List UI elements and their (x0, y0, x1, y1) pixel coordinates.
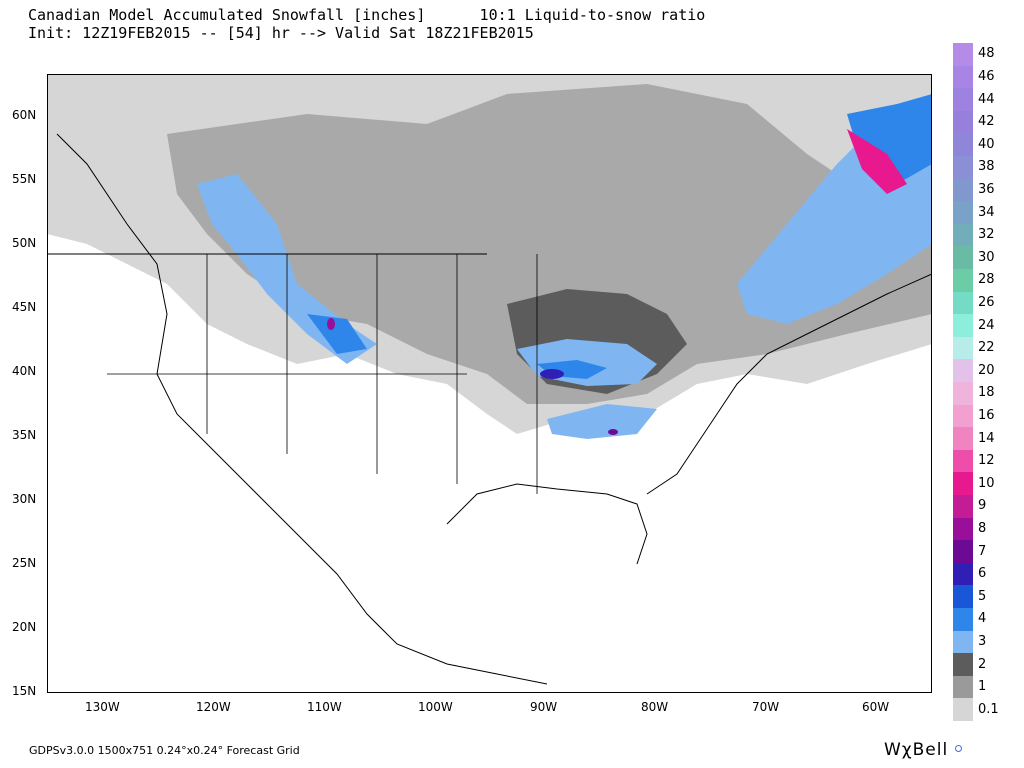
legend-label: 36 (978, 181, 995, 197)
legend-swatch (953, 608, 973, 632)
legend-swatch (953, 540, 973, 564)
legend-swatch (953, 630, 973, 654)
legend-swatch (953, 495, 973, 519)
legend-label: 48 (978, 46, 995, 62)
legend-label: 16 (978, 407, 995, 423)
snowfall-legend (953, 43, 973, 722)
legend-label: 10 (978, 475, 995, 491)
legend-label: 40 (978, 136, 995, 152)
grid-info: GDPSv3.0.0 1500x751 0.24°x0.24° Forecast… (29, 744, 300, 757)
map-valid-time: Init: 12Z19FEB2015 -- [54] hr --> Valid … (28, 24, 534, 42)
legend-swatch (953, 404, 973, 428)
legend-label: 9 (978, 498, 987, 514)
legend-label: 8 (978, 520, 987, 536)
map-title: Canadian Model Accumulated Snowfall [inc… (28, 6, 706, 24)
snow-7in-southeast-core (608, 429, 618, 435)
longitude-label: 90W (530, 700, 558, 714)
map-border (47, 74, 932, 693)
west-coastline (56, 133, 548, 685)
brand-logo: WχBell (884, 740, 949, 760)
legend-label: 22 (978, 340, 995, 356)
legend-swatch (953, 314, 973, 338)
legend-swatch (953, 223, 973, 247)
snow-10in-labrador-core (847, 129, 907, 194)
legend-swatch (953, 585, 973, 609)
snow-1in-region (167, 84, 932, 404)
legend-swatch (953, 336, 973, 360)
latitude-label: 40N (12, 364, 37, 378)
latitude-label: 50N (12, 236, 37, 250)
snow-6in-midwest-core (540, 369, 564, 379)
latitude-label: 35N (12, 428, 37, 442)
legend-swatch (953, 201, 973, 225)
longitude-label: 80W (641, 700, 669, 714)
longitude-label: 70W (752, 700, 780, 714)
legend-label: 5 (978, 588, 987, 604)
longitude-label: 120W (196, 700, 231, 714)
snowfall-map (47, 74, 932, 693)
legend-swatch (953, 43, 973, 67)
east-coastline (646, 273, 932, 495)
longitude-label: 110W (307, 700, 342, 714)
gulf-coastline (446, 483, 648, 565)
legend-swatch (953, 472, 973, 496)
legend-label: 3 (978, 633, 987, 649)
legend-swatch (953, 133, 973, 157)
legend-swatch (953, 382, 973, 406)
legend-label: 18 (978, 385, 995, 401)
legend-swatch (953, 449, 973, 473)
legend-swatch (953, 178, 973, 202)
legend-swatch (953, 156, 973, 180)
legend-label: 44 (978, 91, 995, 107)
legend-swatch (953, 110, 973, 134)
brand-logo-dot (955, 745, 962, 752)
legend-swatch (953, 291, 973, 315)
longitude-label: 100W (418, 700, 453, 714)
legend-label: 20 (978, 362, 995, 378)
legend-swatch (953, 562, 973, 586)
legend-label: 34 (978, 204, 995, 220)
legend-label: 32 (978, 227, 995, 243)
legend-swatch (953, 65, 973, 89)
legend-label: 28 (978, 272, 995, 288)
legend-label: 12 (978, 453, 995, 469)
legend-swatch (953, 359, 973, 383)
snow-4in-rockies (307, 314, 367, 354)
legend-label: 1 (978, 679, 987, 695)
legend-label: 42 (978, 114, 995, 130)
legend-label: 2 (978, 656, 987, 672)
legend-swatch (953, 517, 973, 541)
legend-swatch (953, 675, 973, 699)
legend-label: 30 (978, 249, 995, 265)
latitude-label: 45N (12, 300, 37, 314)
state-boundaries-vertical (206, 254, 538, 494)
latitude-label: 15N (12, 684, 37, 698)
legend-label: 24 (978, 317, 995, 333)
latitude-label: 60N (12, 108, 37, 122)
legend-label: 6 (978, 566, 987, 582)
map-canvas (47, 74, 932, 693)
legend-label: 38 (978, 159, 995, 175)
longitude-label: 130W (85, 700, 120, 714)
legend-label: 4 (978, 611, 987, 627)
longitude-label: 60W (862, 700, 890, 714)
legend-label: 0.1 (978, 701, 999, 717)
legend-swatch (953, 246, 973, 270)
latitude-label: 55N (12, 172, 37, 186)
legend-label: 7 (978, 543, 987, 559)
legend-label: 26 (978, 294, 995, 310)
latitude-label: 25N (12, 556, 37, 570)
legend-swatch (953, 88, 973, 112)
legend-swatch (953, 653, 973, 677)
snow-3in-southeast (547, 404, 657, 439)
snow-8in-rockies-core (327, 318, 335, 330)
legend-label: 14 (978, 430, 995, 446)
legend-label: 46 (978, 68, 995, 84)
legend-swatch (953, 427, 973, 451)
latitude-label: 30N (12, 492, 37, 506)
latitude-label: 20N (12, 620, 37, 634)
legend-swatch (953, 698, 973, 722)
legend-swatch (953, 269, 973, 293)
